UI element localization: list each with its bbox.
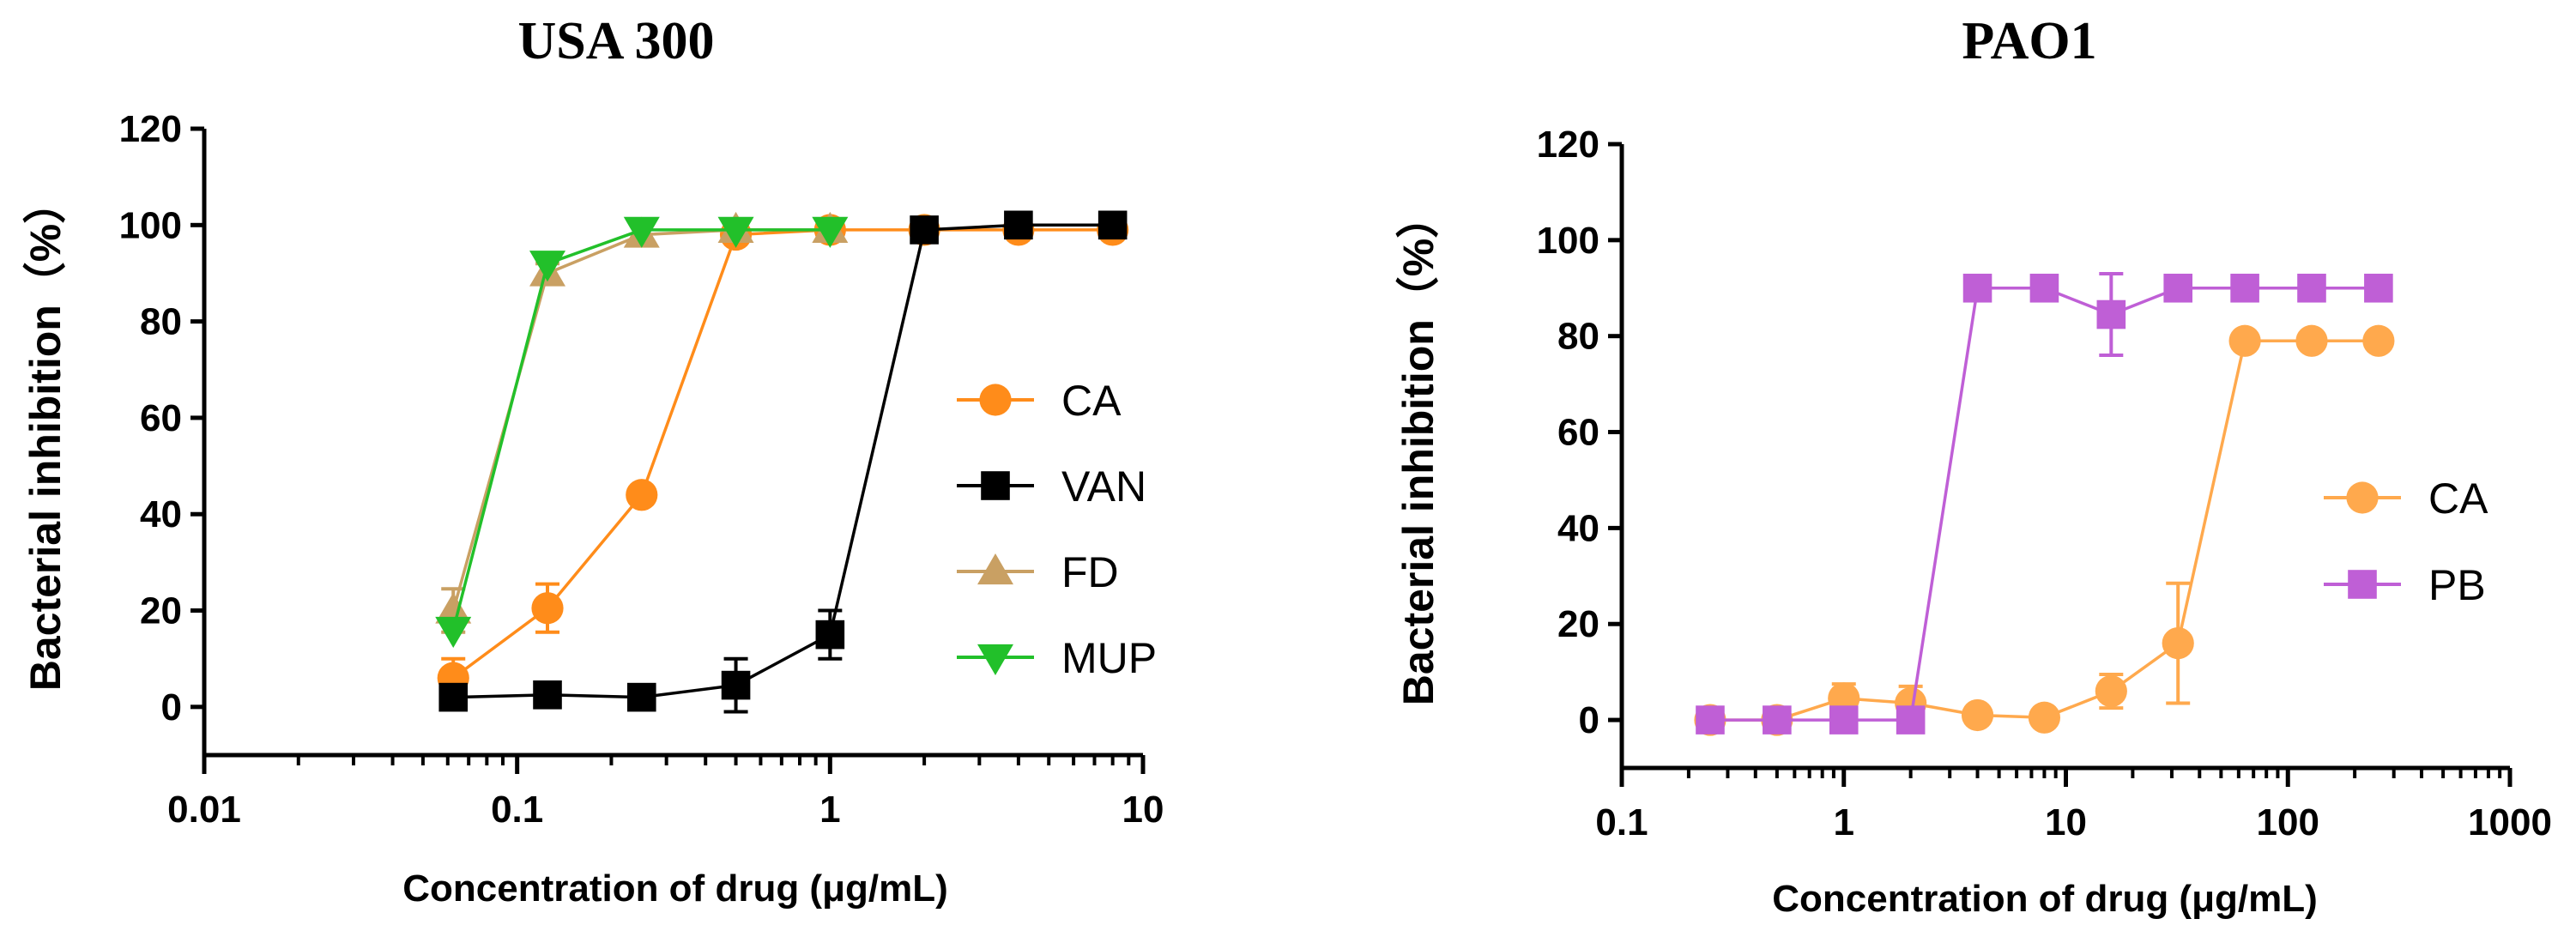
y-tick-label: 120 bbox=[1537, 124, 1599, 166]
legend-item-ca: CA bbox=[957, 377, 1122, 425]
x-tick-label: 0.1 bbox=[1595, 801, 1648, 843]
series-line bbox=[453, 223, 1113, 699]
series-line bbox=[451, 228, 831, 631]
marker-circle bbox=[531, 592, 564, 625]
legend-label: FD bbox=[1061, 548, 1119, 596]
marker-square bbox=[2297, 273, 2326, 303]
marker-square bbox=[438, 682, 469, 712]
marker-square bbox=[2029, 273, 2059, 303]
series-mup bbox=[435, 216, 849, 648]
marker-square bbox=[1896, 705, 1926, 734]
marker-square bbox=[1763, 705, 1792, 734]
marker-square bbox=[815, 620, 845, 650]
marker-triangle-down bbox=[529, 251, 566, 282]
legend-item-fd: FD bbox=[957, 548, 1119, 596]
marker-square bbox=[721, 670, 751, 700]
marker-square bbox=[981, 471, 1010, 500]
x-tick-label: 0.01 bbox=[167, 789, 241, 831]
chart-title: PAO1 bbox=[1962, 12, 2096, 70]
y-tick-label: 20 bbox=[1557, 603, 1599, 645]
y-tick-label: 100 bbox=[1537, 220, 1599, 262]
y-tick-label: 60 bbox=[140, 397, 182, 439]
series-ca bbox=[1694, 324, 2395, 736]
x-tick-label: 100 bbox=[2257, 801, 2319, 843]
marker-square bbox=[1829, 705, 1859, 734]
legend-label: VAN bbox=[1061, 462, 1146, 511]
marker-circle bbox=[2362, 324, 2395, 357]
marker-triangle-down bbox=[812, 216, 849, 248]
y-tick-label: 20 bbox=[140, 590, 182, 632]
marker-square bbox=[626, 682, 656, 712]
marker-square bbox=[1098, 210, 1128, 240]
marker-square bbox=[1962, 273, 1992, 303]
marker-triangle-down bbox=[435, 616, 472, 648]
series-van bbox=[438, 210, 1128, 714]
legend-item-ca: CA bbox=[2324, 475, 2488, 523]
y-tick-label: 80 bbox=[140, 301, 182, 343]
marker-circle bbox=[2295, 324, 2328, 357]
series-line bbox=[451, 228, 831, 612]
marker-circle bbox=[2028, 701, 2061, 734]
x-tick-label: 1000 bbox=[2468, 801, 2552, 843]
legend-label: CA bbox=[2428, 475, 2488, 523]
x-tick-label: 0.1 bbox=[491, 789, 543, 831]
x-tick-label: 1 bbox=[819, 789, 840, 831]
legend-item-pb: PB bbox=[2324, 561, 2486, 609]
marker-square bbox=[533, 680, 562, 710]
marker-square bbox=[2364, 273, 2393, 303]
y-tick-label: 0 bbox=[1579, 699, 1599, 741]
marker-square bbox=[2348, 570, 2377, 599]
marker-triangle-down bbox=[717, 216, 754, 248]
series-fd bbox=[435, 211, 849, 634]
chart-title: USA 300 bbox=[517, 12, 714, 70]
chart-usa300: USA 300 Bacterial inhibition（%） Concentr… bbox=[21, 12, 1164, 910]
marker-circle bbox=[979, 384, 1012, 416]
x-axis-label: Concentration of drug (μg/mL) bbox=[402, 867, 948, 910]
x-tick-label: 1 bbox=[1834, 801, 1854, 843]
x-tick-label: 10 bbox=[2045, 801, 2087, 843]
x-axis-label: Concentration of drug (μg/mL) bbox=[1772, 878, 2318, 920]
y-tick-label: 40 bbox=[140, 493, 182, 535]
marker-square bbox=[2096, 299, 2126, 329]
y-tick-label: 60 bbox=[1557, 412, 1599, 454]
marker-circle bbox=[2162, 627, 2194, 660]
marker-square bbox=[1696, 705, 1725, 734]
marker-circle bbox=[1961, 698, 1994, 732]
marker-triangle-up bbox=[977, 553, 1013, 585]
marker-triangle-down bbox=[623, 216, 660, 248]
series-line bbox=[1709, 339, 2379, 722]
series-pb bbox=[1696, 271, 2393, 734]
legend-item-van: VAN bbox=[957, 462, 1146, 511]
legend-label: PB bbox=[2428, 561, 2486, 609]
legend-item-mup: MUP bbox=[957, 634, 1157, 682]
x-tick-label: 10 bbox=[1122, 789, 1164, 831]
series-line bbox=[1709, 287, 2379, 722]
y-tick-label: 100 bbox=[119, 204, 182, 246]
marker-square bbox=[2163, 273, 2193, 303]
y-axis-label: Bacterial inhibition（%） bbox=[1394, 196, 1442, 706]
marker-circle bbox=[2346, 481, 2379, 514]
marker-circle bbox=[626, 479, 658, 511]
legend-label: MUP bbox=[1061, 634, 1157, 682]
y-tick-label: 0 bbox=[161, 686, 182, 728]
y-tick-label: 40 bbox=[1557, 507, 1599, 549]
marker-triangle-up bbox=[435, 592, 472, 624]
marker-circle bbox=[2228, 324, 2261, 357]
chart-pao1: PAO1 Bacterial inhibition（%） Concentrati… bbox=[1394, 12, 2552, 920]
y-tick-label: 80 bbox=[1557, 316, 1599, 358]
marker-triangle-down bbox=[977, 644, 1013, 675]
legend-label: CA bbox=[1061, 377, 1122, 425]
marker-circle bbox=[2095, 674, 2127, 708]
marker-square bbox=[1004, 210, 1033, 240]
marker-square bbox=[2230, 273, 2259, 303]
plot-area: 0 20 40 60 80 100 120 0.1 1 10 100 1000 CA PB bbox=[1537, 124, 2552, 843]
y-tick-label: 120 bbox=[119, 108, 182, 150]
plot-area: 0 20 40 60 80 100 120 0.01 0.1 1 10 CA VAN FD MUP bbox=[119, 108, 1164, 831]
y-axis-label: Bacterial inhibition（%） bbox=[21, 181, 70, 692]
marker-square bbox=[910, 215, 939, 245]
